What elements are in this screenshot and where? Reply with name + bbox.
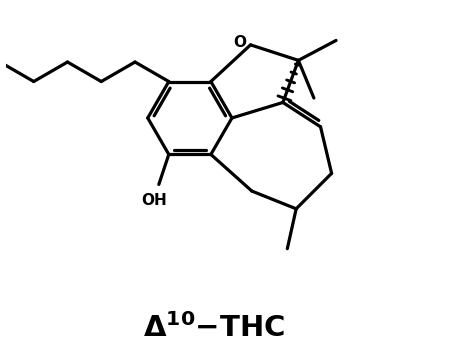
Text: OH: OH xyxy=(142,193,167,208)
Text: O: O xyxy=(233,35,246,50)
Text: $\mathbf{\Delta}^{\mathbf{10}}$$\mathbf{-THC}$: $\mathbf{\Delta}^{\mathbf{10}}$$\mathbf{… xyxy=(143,314,285,343)
